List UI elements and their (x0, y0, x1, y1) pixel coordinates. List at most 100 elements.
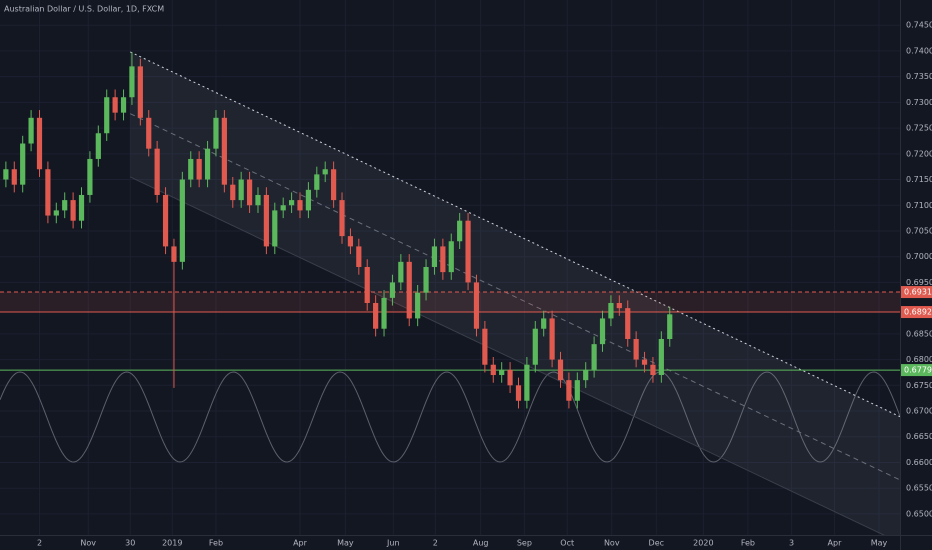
candle-body (305, 189, 312, 211)
candle-body (339, 200, 345, 237)
x-tick-label: 3 (789, 539, 794, 548)
candle-body (188, 158, 194, 180)
x-tick-label: 2019 (162, 539, 182, 548)
candle-body (557, 359, 564, 381)
candle-body (213, 117, 219, 149)
plot-area (0, 51, 900, 535)
candle-body (381, 297, 387, 329)
candle-body (406, 261, 412, 319)
candle-body (230, 184, 236, 201)
candle-body (524, 364, 530, 401)
candle-body (473, 282, 480, 329)
candle-body (599, 318, 606, 345)
candle-body (154, 148, 160, 195)
candle-body (11, 169, 17, 185)
candle-body (650, 364, 656, 376)
candle-body (373, 302, 379, 329)
price-tag-label: 0.67796 (904, 366, 932, 375)
candle-body (36, 117, 43, 170)
candle-body (112, 97, 118, 113)
candle-body (288, 200, 295, 206)
candle-body (120, 97, 127, 113)
candle-body (179, 179, 185, 262)
x-tick-label: 2 (433, 539, 438, 548)
candle-body (608, 302, 614, 319)
candle-body (347, 236, 354, 247)
x-tick-label: Sep (517, 539, 532, 548)
x-tick-label: Feb (741, 539, 755, 548)
price-tag-label: 0.69313 (904, 288, 932, 297)
candle-body (129, 66, 135, 98)
candle-body (146, 117, 152, 149)
candle-body (221, 117, 227, 185)
x-tick-label: Apr (293, 539, 308, 548)
candle-body (171, 246, 177, 262)
candle-body (423, 266, 429, 293)
x-tick-label: Oct (560, 539, 574, 548)
level-zone (0, 292, 900, 313)
x-tick-label: Apr (828, 539, 843, 548)
price-tag (901, 286, 932, 299)
price-tag (901, 364, 932, 377)
x-tick-label: May (871, 539, 888, 548)
candle-body (3, 169, 9, 180)
candle-body (583, 369, 589, 381)
candle-body (70, 200, 76, 221)
candle-body (104, 97, 110, 134)
candle-body (364, 266, 370, 303)
x-tick-label: Nov (80, 539, 96, 548)
candle-body (322, 169, 328, 175)
candle-body (415, 292, 421, 319)
candle-body (515, 385, 522, 401)
candle-body (272, 210, 278, 247)
candle-body (499, 369, 505, 376)
candle-body (204, 148, 211, 180)
candle-body (633, 339, 639, 360)
candle-body (331, 169, 337, 201)
cycle-wave (0, 371, 900, 463)
candle-body (78, 194, 85, 221)
candle-body (591, 344, 597, 370)
candle-body (490, 364, 496, 376)
candle-body (532, 328, 538, 365)
x-tick-label: 30 (125, 539, 135, 548)
x-tick-label: Nov (604, 539, 620, 548)
x-tick-label: 2 (37, 539, 42, 548)
chart-title: Australian Dollar / U.S. Dollar, 1D, FXC… (4, 5, 164, 14)
candle-body (398, 261, 404, 283)
channel-upper (130, 51, 900, 418)
candle-body (625, 308, 631, 340)
price-tag-label: 0.68924 (904, 308, 932, 317)
candle-body (440, 246, 446, 273)
y-tick-label: 0.74500 (906, 21, 932, 30)
x-tick-label: Dec (649, 539, 664, 548)
candle-body (162, 194, 169, 247)
candle-body (297, 200, 303, 211)
candle-body (507, 369, 513, 386)
candle-body (431, 246, 438, 267)
channel-middle (130, 113, 900, 481)
candle-body (238, 179, 244, 201)
candle-body (574, 380, 580, 401)
candle-body (616, 302, 622, 309)
x-tick-label: Aug (473, 539, 489, 548)
candle-body (667, 314, 673, 340)
